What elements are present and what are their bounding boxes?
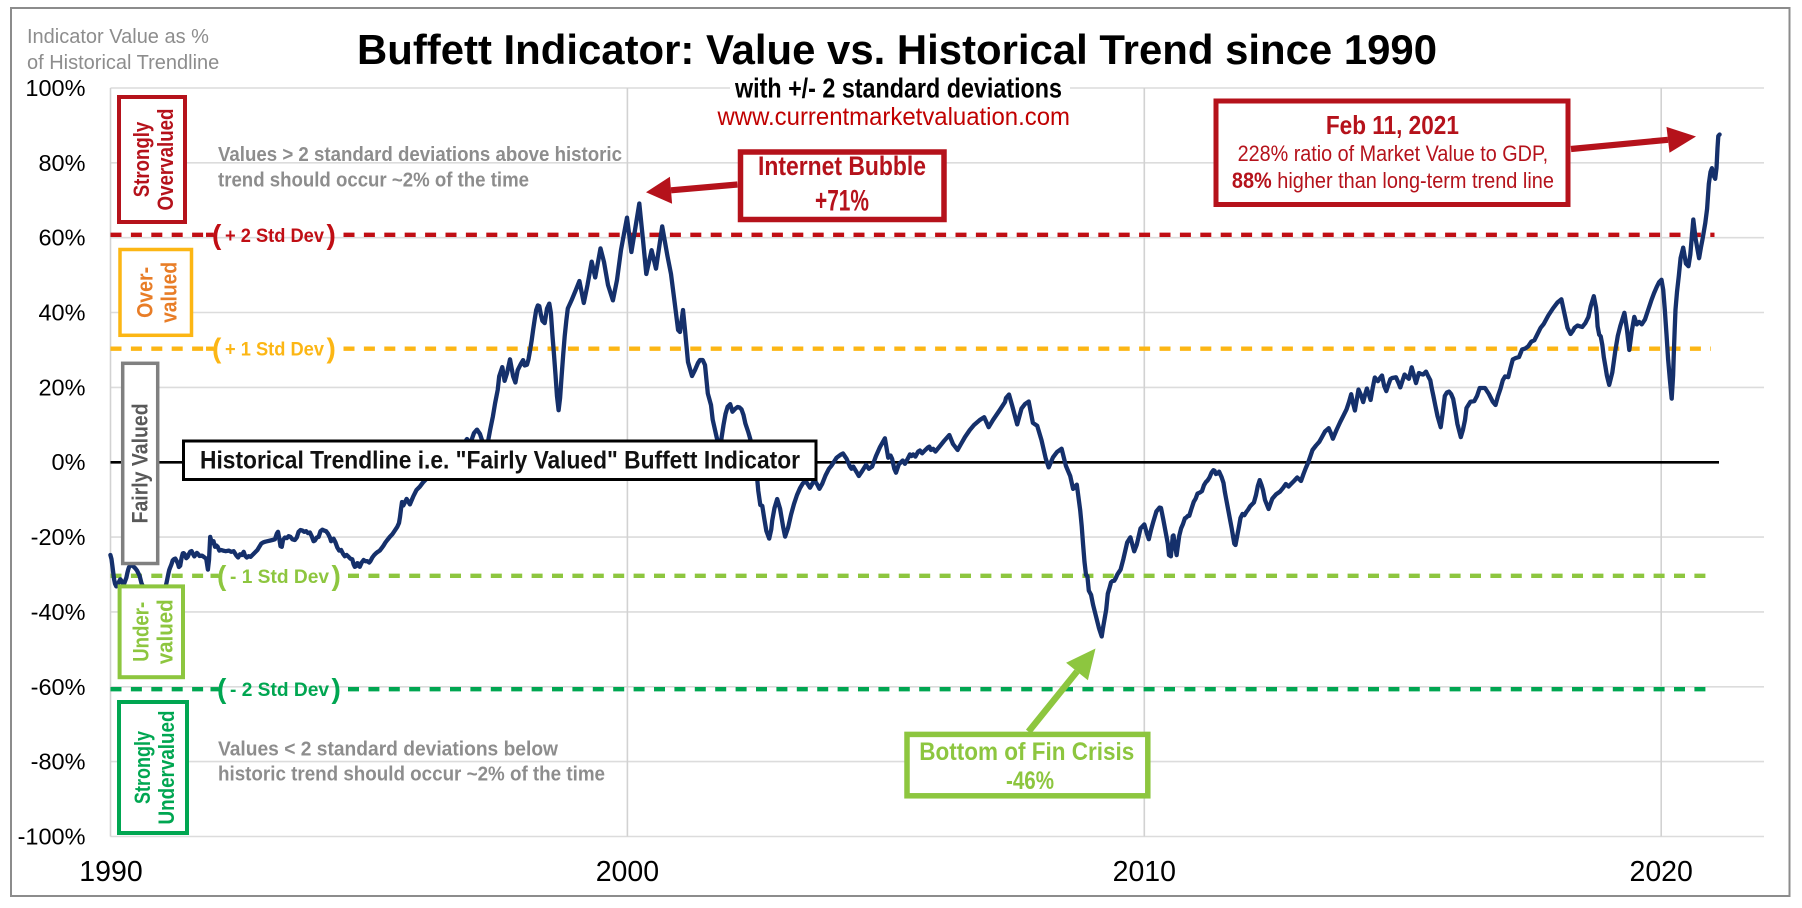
svg-text:+ 2 Std Dev: + 2 Std Dev xyxy=(225,225,324,247)
svg-text:Buffett Indicator: Value vs. H: Buffett Indicator: Value vs. Historical … xyxy=(357,26,1437,73)
svg-text:-80%: -80% xyxy=(31,749,86,775)
svg-text:+ 1 Std Dev: + 1 Std Dev xyxy=(225,339,324,361)
svg-text:): ) xyxy=(332,673,341,704)
svg-text:Undervalued: Undervalued xyxy=(154,711,179,825)
svg-text:Values < 2 standard deviations: Values < 2 standard deviations below xyxy=(218,739,558,761)
svg-text:with +/- 2 standard deviations: with +/- 2 standard deviations xyxy=(734,73,1062,104)
svg-text:Over-: Over- xyxy=(133,267,158,318)
svg-text:- 2 Std Dev: - 2 Std Dev xyxy=(230,679,329,701)
svg-text:Indicator Value as %: Indicator Value as % xyxy=(27,26,209,48)
svg-text:(: ( xyxy=(212,333,222,364)
svg-text:Values > 2 standard deviations: Values > 2 standard deviations above his… xyxy=(218,144,622,166)
svg-text:of Historical Trendline: of Historical Trendline xyxy=(27,52,219,74)
svg-text:-46%: -46% xyxy=(1006,767,1054,795)
svg-text:60%: 60% xyxy=(38,225,85,251)
svg-text:+71%: +71% xyxy=(815,185,869,218)
svg-text:): ) xyxy=(332,560,341,591)
svg-text:- 1 Std Dev: - 1 Std Dev xyxy=(230,566,329,588)
svg-text:Fairly Valued: Fairly Valued xyxy=(128,403,153,523)
svg-text:Feb 11, 2021: Feb 11, 2021 xyxy=(1326,110,1459,140)
svg-text:Historical Trendline i.e. "Fai: Historical Trendline i.e. "Fairly Valued… xyxy=(200,447,800,475)
svg-text:): ) xyxy=(327,333,336,364)
svg-text:Internet Bubble: Internet Bubble xyxy=(758,151,926,181)
svg-text:40%: 40% xyxy=(38,300,85,326)
svg-text:0%: 0% xyxy=(52,449,86,475)
svg-text:-60%: -60% xyxy=(31,674,86,700)
svg-text:Bottom of Fin Crisis: Bottom of Fin Crisis xyxy=(919,738,1134,766)
svg-text:88% higher than long-term tren: 88% higher than long-term trend line xyxy=(1232,168,1554,193)
svg-text:-20%: -20% xyxy=(31,524,86,550)
svg-text:Overvalued: Overvalued xyxy=(153,109,178,211)
svg-text:(: ( xyxy=(212,219,222,250)
svg-text:2000: 2000 xyxy=(596,856,659,888)
svg-text:1990: 1990 xyxy=(79,856,142,888)
svg-text:-100%: -100% xyxy=(18,824,86,850)
svg-text:): ) xyxy=(327,219,336,250)
svg-text:Under-: Under- xyxy=(128,602,153,662)
svg-text:trend should occur ~2% of the: trend should occur ~2% of the time xyxy=(218,170,529,192)
svg-text:(: ( xyxy=(217,560,227,591)
svg-text:(: ( xyxy=(217,673,227,704)
svg-text:Strongly: Strongly xyxy=(129,121,154,197)
svg-text:228% ratio of Market Value to: 228% ratio of Market Value to GDP, xyxy=(1238,141,1549,166)
svg-text:valued: valued xyxy=(152,599,177,664)
svg-text:100%: 100% xyxy=(25,75,85,101)
svg-text:80%: 80% xyxy=(38,150,85,176)
svg-text:-40%: -40% xyxy=(31,599,86,625)
svg-text:valued: valued xyxy=(157,262,182,323)
svg-text:www.currentmarketvaluation.com: www.currentmarketvaluation.com xyxy=(717,103,1070,131)
svg-text:2010: 2010 xyxy=(1113,856,1176,888)
svg-text:20%: 20% xyxy=(38,374,85,400)
svg-text:2020: 2020 xyxy=(1629,856,1692,888)
svg-text:Strongly: Strongly xyxy=(130,730,155,804)
svg-text:historic trend should occur ~2: historic trend should occur ~2% of the t… xyxy=(218,764,605,786)
